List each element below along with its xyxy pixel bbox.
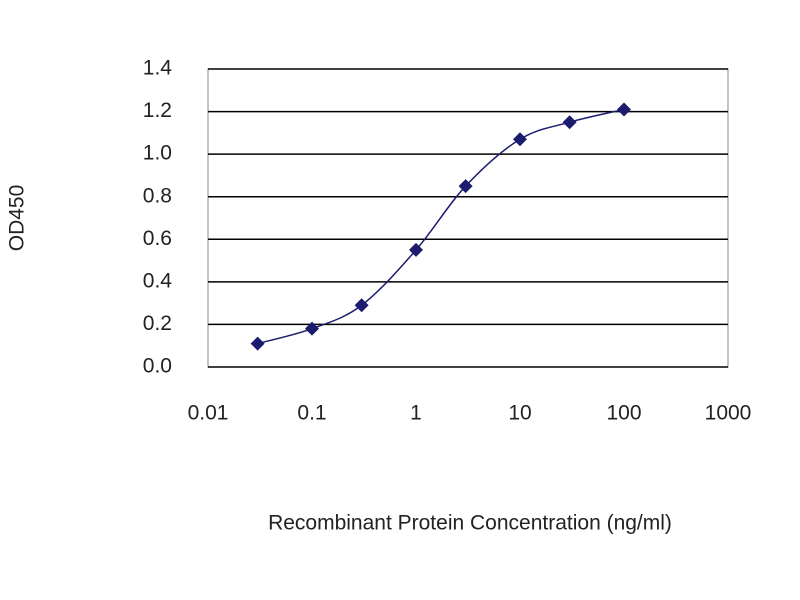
y-tick-label: 0.2: [143, 312, 172, 335]
plot-frame: [207, 68, 729, 368]
x-axis-label: Recombinant Protein Concentration (ng/ml…: [268, 512, 672, 535]
x-tick-label: 100: [606, 402, 641, 425]
data-point: [562, 115, 577, 130]
data-point: [617, 102, 631, 117]
data-point: [409, 242, 423, 257]
y-tick-label: 0.4: [143, 269, 173, 292]
y-tick-label: 1.2: [143, 99, 172, 122]
y-tick-label: 1.0: [143, 142, 172, 165]
y-tick-label: 0.6: [143, 227, 172, 250]
data-point: [250, 336, 265, 351]
y-axis-label: OD450: [6, 185, 29, 252]
x-tick-label: 10: [508, 402, 531, 425]
y-tick-label: 0.8: [143, 184, 172, 207]
x-tick-label: 0.01: [188, 402, 229, 425]
y-tick-label: 0.0: [143, 355, 172, 378]
data-line: [257, 108, 625, 345]
y-tick-label: 1.4: [143, 57, 173, 80]
x-tick-label: 1: [410, 402, 422, 425]
data-point: [513, 132, 527, 147]
data-point: [305, 321, 319, 336]
data-point: [354, 298, 369, 313]
data-point: [458, 179, 473, 194]
x-tick-label: 1000: [705, 402, 752, 425]
x-tick-label: 0.1: [297, 402, 326, 425]
